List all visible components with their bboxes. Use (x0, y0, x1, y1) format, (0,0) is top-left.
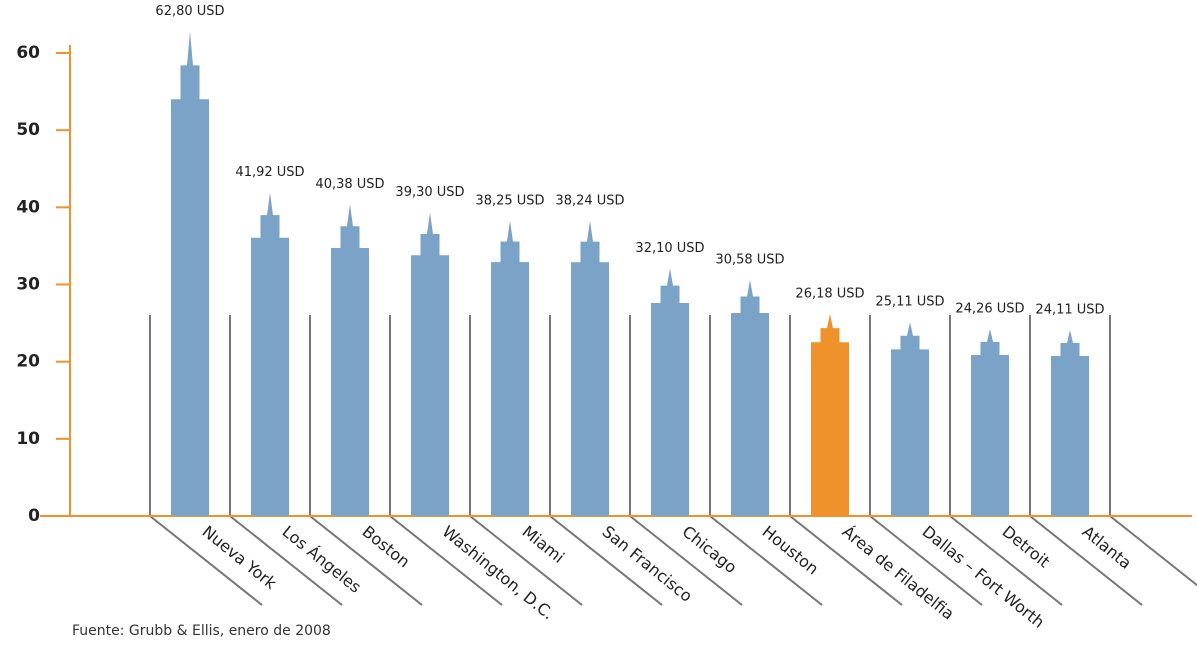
y-tick-label: 0 (28, 506, 40, 526)
y-tick-label: 10 (16, 429, 40, 449)
y-tick-label: 20 (16, 352, 40, 372)
value-label: 32,10 USD (635, 241, 704, 256)
y-tick-label: 60 (16, 43, 40, 63)
value-label: 24,26 USD (955, 301, 1024, 316)
value-label: 38,24 USD (555, 193, 624, 208)
value-label: 38,25 USD (475, 193, 544, 208)
building-bar (411, 212, 449, 517)
x-tick-label: Los Ángeles (279, 522, 365, 597)
building-bar (731, 280, 769, 516)
value-label: 40,38 USD (315, 177, 384, 192)
value-label: 26,18 USD (795, 286, 864, 301)
x-tick-label: Nueva York (199, 522, 281, 594)
value-label: 24,11 USD (1035, 302, 1104, 317)
building-bar (251, 192, 289, 516)
value-label: 39,30 USD (395, 185, 464, 200)
y-tick-label: 40 (16, 197, 40, 217)
y-tick-label: 50 (16, 120, 40, 140)
y-tick-label: 30 (16, 275, 40, 295)
value-label: 30,58 USD (715, 253, 784, 268)
building-bar (971, 328, 1009, 516)
building-bar (491, 220, 529, 516)
x-tick-label: Houston (759, 522, 823, 579)
building-bar (171, 31, 209, 516)
building-bar (651, 268, 689, 516)
value-label: 41,92 USD (235, 165, 304, 180)
building-bar (891, 322, 929, 516)
source: Fuente: Grubb & Ellis, enero de 2008 (72, 623, 331, 639)
value-label: 62,80 USD (155, 4, 224, 19)
building-bar (331, 204, 369, 516)
building-bar (571, 220, 609, 516)
building-bar (1051, 329, 1089, 516)
value-label: 25,11 USD (875, 295, 944, 310)
x-tick-label: Chicago (679, 522, 741, 577)
building-bar (811, 313, 849, 516)
